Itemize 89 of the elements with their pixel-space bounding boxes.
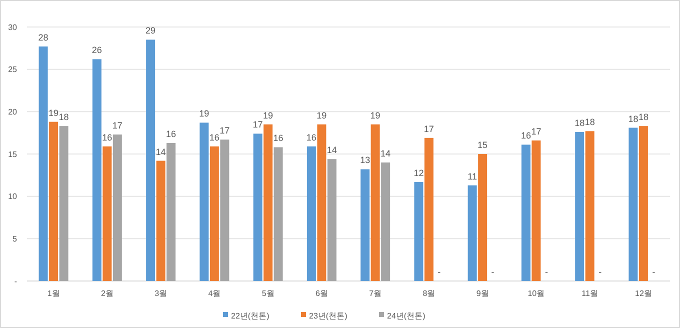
bar [200,122,209,281]
data-label: 17 [220,126,230,136]
bar [253,134,262,281]
bar [317,124,326,281]
x-tick-label: 5월 [262,289,274,298]
bar [478,154,488,281]
data-label: 19 [263,110,274,120]
data-label: 28 [38,32,48,42]
legend-label: 24년(천톤) [387,311,426,320]
data-label: 16 [166,128,176,139]
bar [424,138,434,281]
data-label: 18 [58,112,69,122]
x-tick-label: 10월 [528,289,545,298]
x-tick-label: 4월 [208,289,221,298]
y-tick-label: 5 [12,234,18,244]
y-tick-label: 25 [8,65,18,74]
bar [370,124,380,281]
data-label: 14 [156,146,166,157]
data-label: 19 [370,110,380,120]
bar [92,59,102,281]
data-label: 19 [316,110,327,120]
data-label: 19 [199,108,210,119]
x-tick-label: 2월 [100,289,114,298]
y-tick-label: 10 [8,192,18,202]
bar [468,185,477,281]
bar [166,142,176,281]
data-label: 16 [306,132,316,142]
bar [264,124,273,281]
annotation: - [652,267,656,277]
bar [585,131,594,281]
bar [102,146,112,281]
annotation: - [491,267,494,277]
data-label: 15 [478,140,488,150]
y-tick-label: 20 [8,107,18,116]
data-label: 17 [252,120,263,130]
bar [628,128,638,281]
bar [49,122,58,281]
x-tick-label: 8월 [422,289,436,298]
data-label: 18 [628,114,638,124]
data-label: 11 [468,171,477,182]
bar [638,126,648,281]
bar [360,169,370,281]
data-label: 17 [112,120,122,131]
data-label: 16 [102,132,112,142]
x-tick-label: 1월 [47,289,60,298]
x-tick-label: 9월 [476,289,489,298]
bar [156,160,166,281]
legend-label: 23년(천톤) [309,311,348,320]
bar [38,46,48,281]
x-tick-label: 12월 [635,289,652,298]
annotation: - [544,267,548,277]
data-label: 14 [380,148,391,158]
annotation: - [438,267,441,277]
x-tick-label: 7월 [369,289,382,298]
bar [575,132,584,281]
data-label: 16 [273,133,284,144]
x-tick-label: 11월 [582,289,598,298]
legend-label: 22년(천톤) [231,311,270,320]
data-label: 16 [520,130,531,141]
data-label: 18 [574,118,585,128]
bar [306,146,316,281]
bar [146,40,156,281]
y-tick-label: - [14,276,18,286]
data-label: 17 [531,126,542,136]
data-label: 19 [48,108,59,118]
bar [210,146,219,281]
data-label: 18 [584,117,595,128]
data-label: 26 [92,45,102,56]
bar [532,140,541,281]
data-label: 18 [638,112,648,122]
y-tick-label: 15 [8,150,18,159]
bar [381,162,390,281]
bar [414,182,424,281]
y-tick-label: 30 [8,22,18,32]
bar [220,140,230,281]
bar [521,144,530,281]
bar [59,126,68,281]
bar [112,134,122,281]
x-tick-label: 6월 [315,289,328,298]
bar [274,147,283,281]
data-label: 29 [146,26,156,36]
bar [327,159,336,281]
data-label: 16 [209,132,220,142]
data-label: 17 [424,124,434,134]
data-label: 14 [326,145,337,156]
x-tick-label: 3월 [154,289,168,298]
annotation: - [598,267,602,277]
data-label: 13 [360,155,370,166]
data-label: 12 [414,168,424,178]
